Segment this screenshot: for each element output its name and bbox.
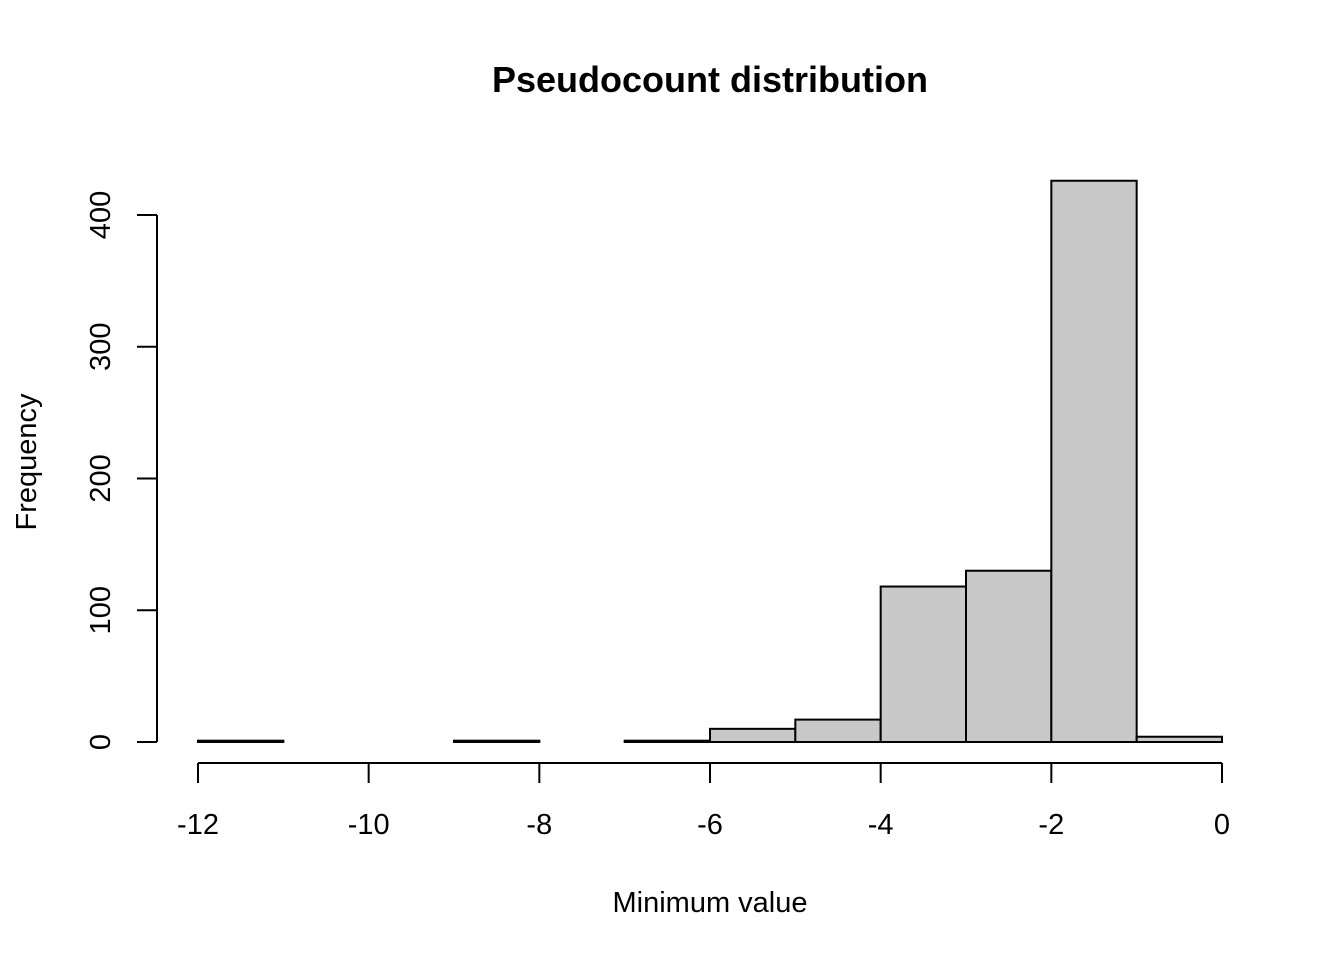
y-tick-label: 0 bbox=[85, 734, 117, 750]
histogram-bar bbox=[1135, 735, 1223, 743]
histogram-bar bbox=[1050, 179, 1138, 743]
y-axis-label: Frequency bbox=[11, 393, 43, 531]
histogram-bar bbox=[709, 727, 797, 744]
x-tick-label: -2 bbox=[1038, 809, 1064, 841]
x-tick-label: -12 bbox=[177, 809, 219, 841]
y-tick-label: 400 bbox=[85, 191, 117, 239]
y-tick-label: 200 bbox=[85, 454, 117, 502]
y-tick-label: 300 bbox=[85, 323, 117, 371]
y-tick-label: 100 bbox=[85, 586, 117, 634]
x-tick-label: -10 bbox=[348, 809, 390, 841]
x-axis-label: Minimum value bbox=[613, 887, 808, 919]
histogram-bar bbox=[623, 739, 712, 743]
x-tick-label: 0 bbox=[1214, 809, 1230, 841]
x-axis: -12 -10 -8 -6 -4 -2 0 bbox=[177, 762, 1230, 841]
histogram-bar bbox=[453, 739, 541, 743]
histogram-bar bbox=[197, 739, 285, 743]
histogram-bar bbox=[965, 569, 1053, 743]
chart-title: Pseudocount distribution bbox=[492, 59, 928, 100]
histogram-bar bbox=[879, 585, 968, 743]
x-tick-label: -6 bbox=[697, 809, 723, 841]
y-axis: 0 100 200 300 400 bbox=[85, 191, 158, 750]
x-tick-label: -8 bbox=[526, 809, 552, 841]
bars-group bbox=[197, 179, 1223, 744]
histogram-bar bbox=[794, 718, 882, 743]
x-tick-label: -4 bbox=[868, 809, 894, 841]
